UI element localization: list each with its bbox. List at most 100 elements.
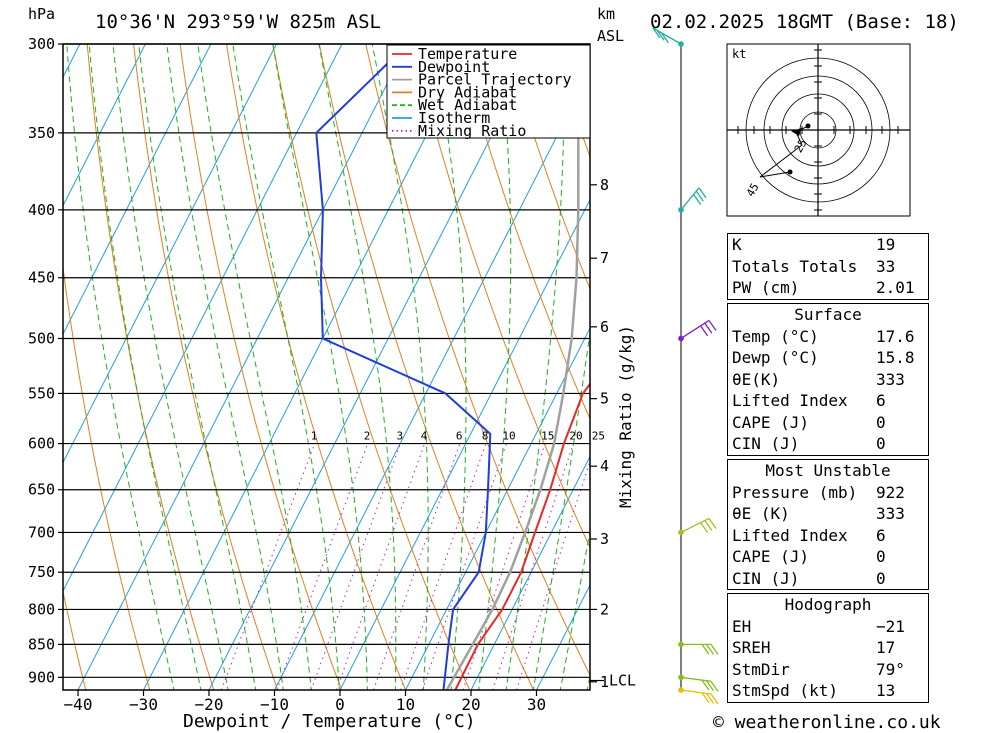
mu-row-value: 0 — [876, 568, 886, 588]
legend-label: Dry Adiabat — [418, 83, 517, 101]
hodo-row-label: EH — [732, 616, 752, 636]
mixing-ratio-label: 6 — [456, 430, 463, 443]
km-axis: 1 2 3 4 5 6 7 8 LCL — [590, 176, 636, 691]
mixing-ratio-line — [492, 443, 574, 690]
temperature-tick-label: 0 — [335, 695, 345, 714]
temperature-tick-label: 20 — [461, 695, 480, 714]
totals-totals-label: Totals Totals — [732, 256, 858, 276]
wind-barb-staff — [680, 676, 712, 682]
mixing-ratio-line — [336, 443, 426, 690]
pressure-tick-label: 400 — [28, 201, 55, 219]
wet-adiabat-line — [505, 44, 565, 690]
surface-row-label: CAPE (J) — [732, 412, 810, 432]
wind-barb-feather — [652, 27, 661, 39]
pressure-unit-label: hPa — [28, 5, 55, 23]
wet-adiabat-line — [66, 44, 175, 690]
pw-label: PW (cm) — [732, 278, 800, 297]
profile-lines — [315, 44, 590, 690]
legend-label: Temperature — [418, 45, 517, 63]
hodo-row-label: StmSpd (kt) — [732, 681, 838, 700]
mixing-ratio-label: 1 — [311, 430, 318, 443]
isotherm-line — [339, 198, 590, 690]
pressure-tick-label: 900 — [28, 668, 55, 686]
mixing-ratio-line — [276, 443, 369, 690]
wet-adiabat-line — [232, 44, 340, 690]
location-title: 10°36'N 293°59'W 825m ASL — [95, 11, 381, 33]
totals-totals-value: 33 — [876, 256, 896, 276]
mixing-ratio-line — [310, 443, 401, 690]
pressure-tick-label: 350 — [28, 124, 55, 142]
isotherm-line — [63, 44, 277, 464]
wind-barb-feather — [705, 693, 715, 704]
wet-adiabat-line — [166, 44, 284, 690]
hodo-row-label: SREH — [732, 638, 771, 657]
isotherm-line — [470, 455, 590, 690]
most-unstable-title: Most Unstable — [765, 461, 891, 480]
wet-adiabat-line — [88, 44, 202, 690]
indices-table: K 19 Totals Totals 33 PW (cm) 2.01 — [727, 233, 929, 300]
km-tick-label: 7 — [600, 249, 609, 267]
mixing-ratio-label: 4 — [421, 430, 428, 443]
wind-barb-feather — [701, 644, 710, 655]
wind-barb-feather — [693, 194, 702, 205]
wind-barb-feather — [705, 680, 715, 692]
wind-barb-feather — [704, 520, 713, 531]
hodo-row-value: 79° — [876, 659, 905, 679]
dry-adiabat-line — [318, 44, 535, 690]
mixing-ratio-label: 25 — [592, 430, 605, 443]
temperature-tick-label: −10 — [260, 695, 289, 714]
mixing-ratio-label: 10 — [502, 430, 515, 443]
surface-row-label: θE(K) — [732, 369, 781, 389]
pressure-tick-label: 850 — [28, 635, 55, 653]
wind-barb-feather — [701, 679, 710, 691]
x-axis-title: Dewpoint / Temperature (°C) — [183, 711, 476, 732]
most-unstable-table: Most Unstable Pressure (mb) 922 θE (K) 333… — [727, 459, 929, 590]
dry-adiabat-line — [86, 44, 215, 690]
legend-label: Dewpoint — [418, 58, 490, 76]
series-line-parcel-trajectory — [445, 62, 590, 690]
wind-barb-feather — [710, 680, 719, 692]
isotherm-line — [63, 44, 146, 207]
pw-value: 2.01 — [876, 278, 915, 297]
wind-barb-feather — [708, 518, 717, 529]
wind-barb-feather — [700, 325, 709, 337]
temperature-axis-labels: −40 −30 −20 −10 0 10 20 30 — [64, 690, 546, 714]
mu-row-value: 0 — [876, 547, 886, 566]
mixing-ratio-label: 8 — [482, 430, 489, 443]
pressure-tick-label: 750 — [28, 563, 55, 581]
dry-adiabat-line — [179, 44, 343, 690]
legend-label: Isotherm — [418, 109, 490, 127]
mixing-ratio-line — [373, 443, 461, 690]
wind-barb-feather — [708, 320, 717, 331]
surface-row-value: 6 — [876, 391, 886, 410]
wind-barb-feather — [656, 30, 665, 41]
copyright-text: © weatheronline.co.uk — [713, 712, 941, 733]
isotherm-line — [404, 327, 590, 690]
pressure-axis-labels: 300 350 400 450 500 550 600 650 700 750 800 850 900 — [28, 35, 63, 686]
wet-adiabat-line — [559, 528, 590, 690]
km-tick-label: 5 — [600, 390, 609, 408]
mu-row-label: Pressure (mb) — [732, 482, 858, 502]
hodo-row-label: StmDir — [732, 659, 790, 679]
km-unit-label: km — [597, 5, 615, 23]
wind-barb-feather — [701, 692, 710, 704]
legend-label: Mixing Ratio — [418, 122, 526, 140]
mixing-ratio-axis-title: Mixing Ratio (g/kg) — [616, 325, 635, 508]
wet-adiabat-line — [371, 44, 429, 690]
wind-barb-feather — [705, 644, 715, 655]
wind-barb-staff — [680, 517, 710, 534]
legend-label: Wet Adiabat — [418, 96, 517, 114]
pressure-tick-label: 600 — [28, 435, 55, 453]
surface-row-value: 15.8 — [876, 348, 915, 367]
km-tick-label: 2 — [600, 600, 609, 618]
surface-row-value: 333 — [876, 369, 905, 389]
dry-adiabat-line — [133, 44, 279, 690]
wet-adiabat-line — [197, 44, 312, 690]
mixing-ratio-line — [462, 443, 546, 690]
hodo-row-value: 17 — [876, 638, 896, 657]
temperature-tick-label: −30 — [129, 695, 158, 714]
hodo-row-value: −21 — [876, 616, 905, 636]
mu-row-label: θE (K) — [732, 504, 790, 523]
mu-row-value: 922 — [876, 482, 905, 502]
